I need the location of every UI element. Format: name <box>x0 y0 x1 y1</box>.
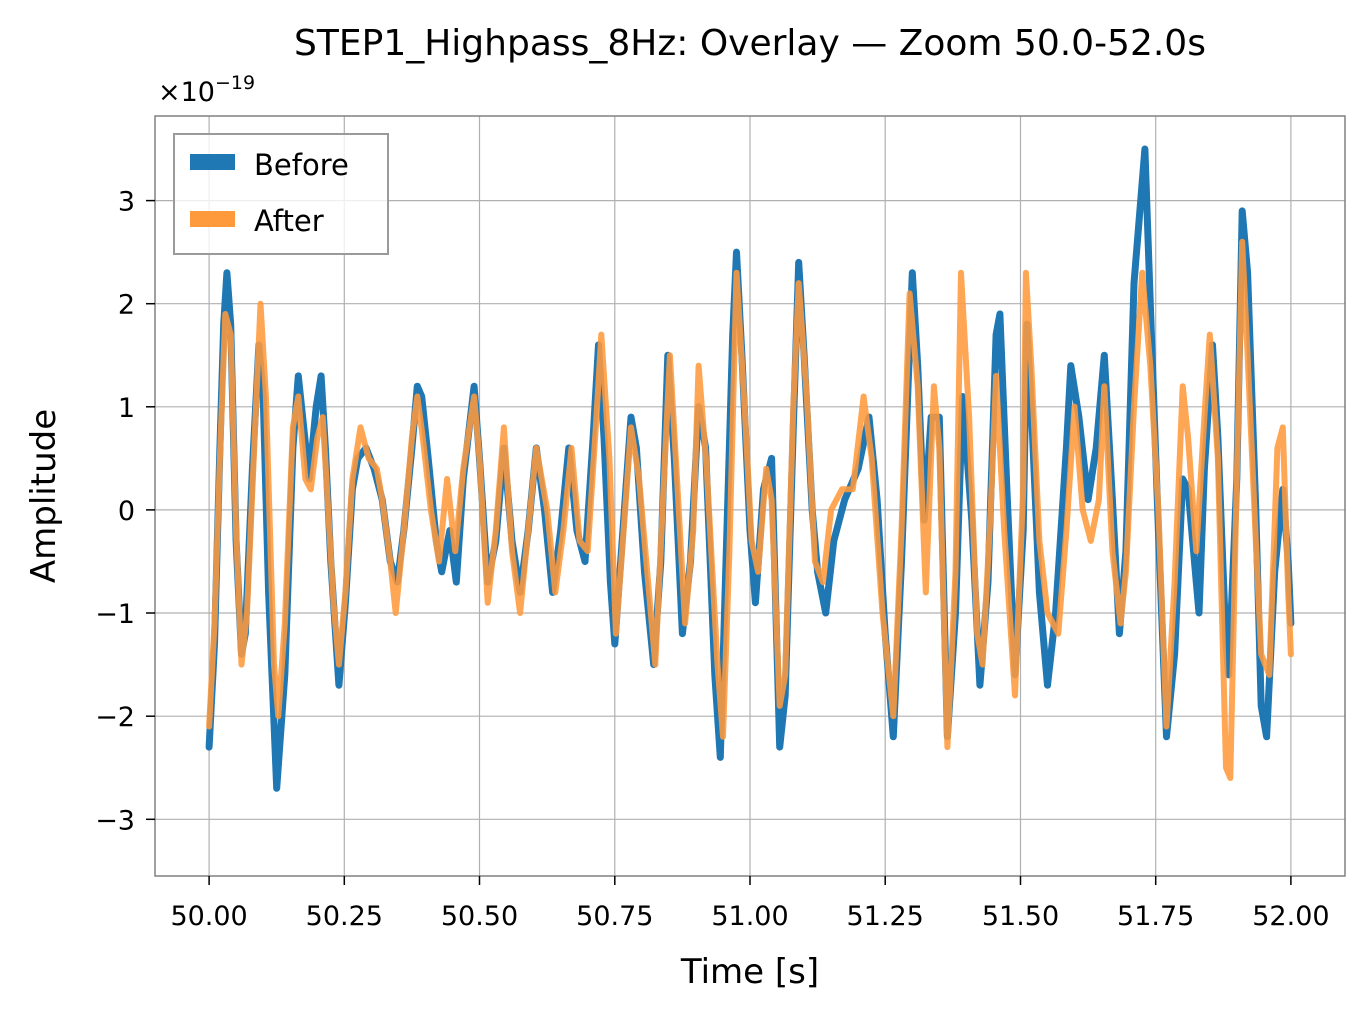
chart-title: STEP1_Highpass_8Hz: Overlay — Zoom 50.0-… <box>294 23 1206 64</box>
x-tick-label: 50.00 <box>170 901 247 932</box>
y-offset-label: ×10−19 <box>158 72 255 108</box>
plot-series <box>205 145 1295 792</box>
y-tick-label: 1 <box>118 393 135 424</box>
legend-label-after: After <box>254 204 324 238</box>
series-line-after <box>206 238 1294 781</box>
y-tick-label: 3 <box>118 187 135 218</box>
legend-swatch-after <box>190 211 235 227</box>
y-tick-label: −1 <box>95 599 135 630</box>
y-axis-label: Amplitude <box>24 409 64 583</box>
x-tick-label: 51.50 <box>982 901 1059 932</box>
y-tick-label: −2 <box>95 702 135 733</box>
y-tick-label: 2 <box>118 290 135 321</box>
axis-ticks: 50.00 50.25 50.50 50.75 51.00 51.25 51.50 51.75… <box>95 187 1329 932</box>
x-tick-label: 51.00 <box>711 901 788 932</box>
y-tick-label: −3 <box>95 805 135 836</box>
y-tick-label: 0 <box>118 496 135 527</box>
x-tick-label: 51.25 <box>847 901 924 932</box>
x-axis-label: Time [s] <box>680 952 819 992</box>
x-tick-label: 50.50 <box>441 901 518 932</box>
x-tick-label: 52.00 <box>1252 901 1329 932</box>
y-offset-exponent: −19 <box>215 72 255 94</box>
x-tick-label: 50.75 <box>576 901 653 932</box>
legend: Before After <box>173 133 389 255</box>
legend-swatch-before <box>190 154 235 170</box>
x-tick-label: 51.75 <box>1117 901 1194 932</box>
y-offset-base: ×10 <box>158 77 215 108</box>
x-tick-label: 50.25 <box>306 901 383 932</box>
legend-label-before: Before <box>254 148 349 182</box>
